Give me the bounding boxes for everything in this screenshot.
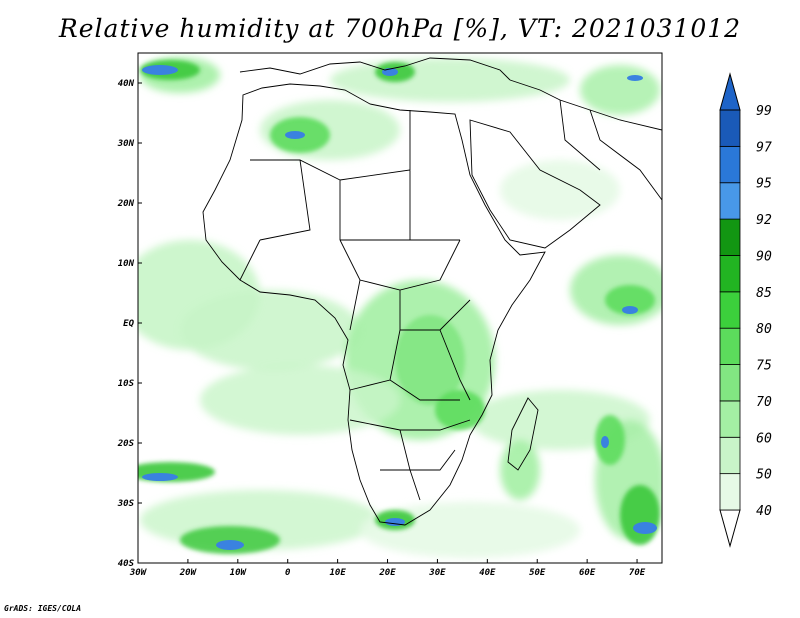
africa-coastline xyxy=(202,83,546,526)
colorbar-level-label: 60 xyxy=(756,431,772,446)
colorbar: 40 50 60 70 75 80 85 90 92 95 97 99 xyxy=(719,72,772,548)
colorbar-level-label: 70 xyxy=(756,395,772,410)
africa-internal-borders xyxy=(239,110,471,501)
colorbar-level-label: 97 xyxy=(756,140,772,155)
lon-tick-label: 70E xyxy=(629,568,646,578)
colorbar-segment xyxy=(719,109,741,147)
colorbar-segment xyxy=(719,473,741,511)
colorbar-level-label: 50 xyxy=(756,468,772,483)
colorbar-segment xyxy=(719,436,741,475)
colorbar-level-label: 75 xyxy=(756,359,772,374)
lat-tick-label: 40N xyxy=(118,79,135,89)
lon-tick-label: 20E xyxy=(378,568,396,578)
lon-tick-label: 40E xyxy=(479,568,496,578)
arabia-coast xyxy=(469,119,601,249)
lon-tick-label: 30E xyxy=(428,568,446,578)
map-axes: 30W 20W 10W 0 10E 20E 30E 40E 50E 60E 70E 40N 30N 20N… xyxy=(117,79,646,578)
colorbar-low-extension xyxy=(719,509,741,548)
lon-tick-label: 60E xyxy=(579,568,596,578)
colorbar-segment xyxy=(719,327,741,365)
lat-tick-label: 30N xyxy=(117,139,135,149)
southern-europe-coast xyxy=(239,57,511,81)
colorbar-segment xyxy=(719,400,741,438)
colorbar-level-label: 95 xyxy=(756,177,772,192)
lat-tick-label: 10N xyxy=(118,259,135,269)
colorbar-high-extension xyxy=(719,72,741,111)
colorbar-segment xyxy=(719,255,741,293)
plot-frame xyxy=(137,52,663,564)
colorbar-segment xyxy=(719,145,741,184)
lon-tick-label: 0 xyxy=(285,568,291,578)
lon-tick-label: 10E xyxy=(329,568,346,578)
lat-tick-label: EQ xyxy=(123,319,134,329)
colorbar-level-label: 85 xyxy=(756,286,772,301)
lon-tick-label: 10W xyxy=(230,568,248,578)
lat-tick-label: 10S xyxy=(118,379,135,389)
madagascar-coast xyxy=(507,397,539,471)
lon-tick-label: 50E xyxy=(529,568,546,578)
map-title: Relative humidity at 700hPa [%], VT: 202… xyxy=(58,14,742,43)
middle-east-borders xyxy=(509,79,662,201)
humidity-field xyxy=(138,57,662,558)
colorbar-level-label: 92 xyxy=(756,213,772,228)
colorbar-segment xyxy=(719,291,741,329)
lat-tick-label: 30S xyxy=(117,499,135,509)
lon-tick-label: 20W xyxy=(179,568,198,578)
coastlines-and-borders xyxy=(202,57,662,526)
colorbar-segment xyxy=(719,182,741,220)
colorbar-segment xyxy=(719,364,741,402)
colorbar-level-label: 90 xyxy=(756,249,772,264)
colorbar-level-label: 80 xyxy=(756,322,772,337)
colorbar-level-label: 40 xyxy=(756,504,772,519)
colorbar-segment xyxy=(719,218,741,256)
grads-credit: GrADS: IGES/COLA xyxy=(4,604,82,613)
lat-tick-label: 40S xyxy=(118,559,135,569)
lat-tick-label: 20N xyxy=(117,199,135,209)
lon-tick-label: 30W xyxy=(129,568,148,578)
lat-tick-label: 20S xyxy=(117,439,135,449)
colorbar-level-label: 99 xyxy=(756,104,772,119)
